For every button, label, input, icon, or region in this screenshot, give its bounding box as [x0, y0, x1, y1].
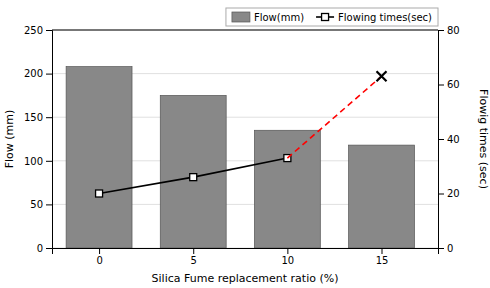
frame — [52, 30, 438, 31]
axis-line — [53, 249, 439, 255]
tick-mark — [46, 161, 52, 162]
marker — [190, 174, 197, 181]
axis-line — [439, 31, 445, 249]
series-line — [96, 155, 291, 197]
tick-label: 50 — [30, 199, 43, 210]
tick-mark — [438, 194, 444, 195]
grid-line — [52, 30, 438, 31]
tick: 0 — [37, 243, 52, 254]
axis-line — [46, 31, 53, 249]
y2-axis: 0 20 40 60 80 — [438, 25, 460, 254]
grid — [52, 30, 438, 248]
tick-label: 40 — [447, 134, 460, 145]
tick-mark — [46, 248, 52, 249]
legend-label: Flow(mm) — [254, 12, 304, 23]
tick-mark — [193, 248, 194, 254]
legend-item: Flow(mm) — [232, 12, 304, 23]
plot: 051015050100150200250020406080 — [24, 25, 460, 266]
tick-mark — [46, 204, 52, 205]
legend: Flow(mm) Flowing times(sec) — [226, 8, 438, 26]
chart: 051015050100150200250020406080Silica Fum… — [0, 0, 490, 288]
tick: 50 — [30, 199, 52, 210]
tick: 80 — [438, 25, 460, 36]
tick: 15 — [376, 248, 389, 266]
y2-axis-title: Flowig times (sec) — [477, 89, 490, 189]
tick: 10 — [281, 248, 294, 266]
legend-frame — [226, 8, 438, 26]
tick-mark — [438, 85, 444, 86]
x-axis: 0 5 10 15 — [53, 248, 439, 266]
tick: 20 — [438, 188, 460, 199]
tick: 40 — [438, 134, 460, 145]
line — [99, 158, 287, 193]
y-axis: 0 50 100 150 200 250 — [24, 25, 53, 254]
tick-label: 60 — [447, 79, 460, 90]
tick-mark — [99, 248, 100, 254]
tick-label: 250 — [24, 25, 43, 36]
tick-label: 80 — [447, 25, 460, 36]
tick-label: 0 — [96, 255, 102, 266]
tick: 0 — [96, 248, 102, 266]
tick: 200 — [24, 68, 52, 79]
tick-mark — [438, 139, 444, 140]
tick-mark — [438, 248, 444, 249]
bar — [66, 67, 132, 248]
tick: 5 — [191, 248, 197, 266]
tick-label: 20 — [447, 188, 460, 199]
bar — [349, 145, 415, 248]
x-axis-title: Silica Fume replacement ratio (%) — [152, 272, 339, 285]
tick-mark — [382, 248, 383, 254]
tick-mark — [287, 248, 288, 254]
tick: 100 — [24, 156, 52, 167]
tick: 250 — [24, 25, 52, 36]
tick-label: 150 — [24, 112, 43, 123]
tick-label: 0 — [37, 243, 43, 254]
bar — [254, 130, 320, 248]
legend-marker — [322, 14, 329, 21]
tick-label: 15 — [376, 255, 389, 266]
tick-mark — [46, 30, 52, 31]
marker — [377, 71, 387, 81]
tick-mark — [438, 30, 444, 31]
marker — [96, 190, 103, 197]
legend-item: Flowing times(sec) — [316, 12, 432, 23]
tick-label: 100 — [24, 156, 43, 167]
y-axis-title: Flow (mm) — [3, 110, 16, 169]
marks — [66, 67, 414, 248]
series-scatter — [377, 71, 387, 81]
series-line — [287, 76, 381, 158]
tick: 150 — [24, 112, 52, 123]
tick: 60 — [438, 79, 460, 90]
tick: 0 — [438, 243, 453, 254]
tick-label: 200 — [24, 68, 43, 79]
tick-mark — [46, 74, 52, 75]
tick-label: 0 — [447, 243, 453, 254]
series-bar — [66, 67, 414, 248]
legend-label: Flowing times(sec) — [338, 12, 432, 23]
line — [287, 76, 381, 158]
tick-label: 5 — [191, 255, 197, 266]
legend-swatch — [232, 12, 250, 22]
tick-mark — [46, 117, 52, 118]
tick-label: 10 — [281, 255, 294, 266]
